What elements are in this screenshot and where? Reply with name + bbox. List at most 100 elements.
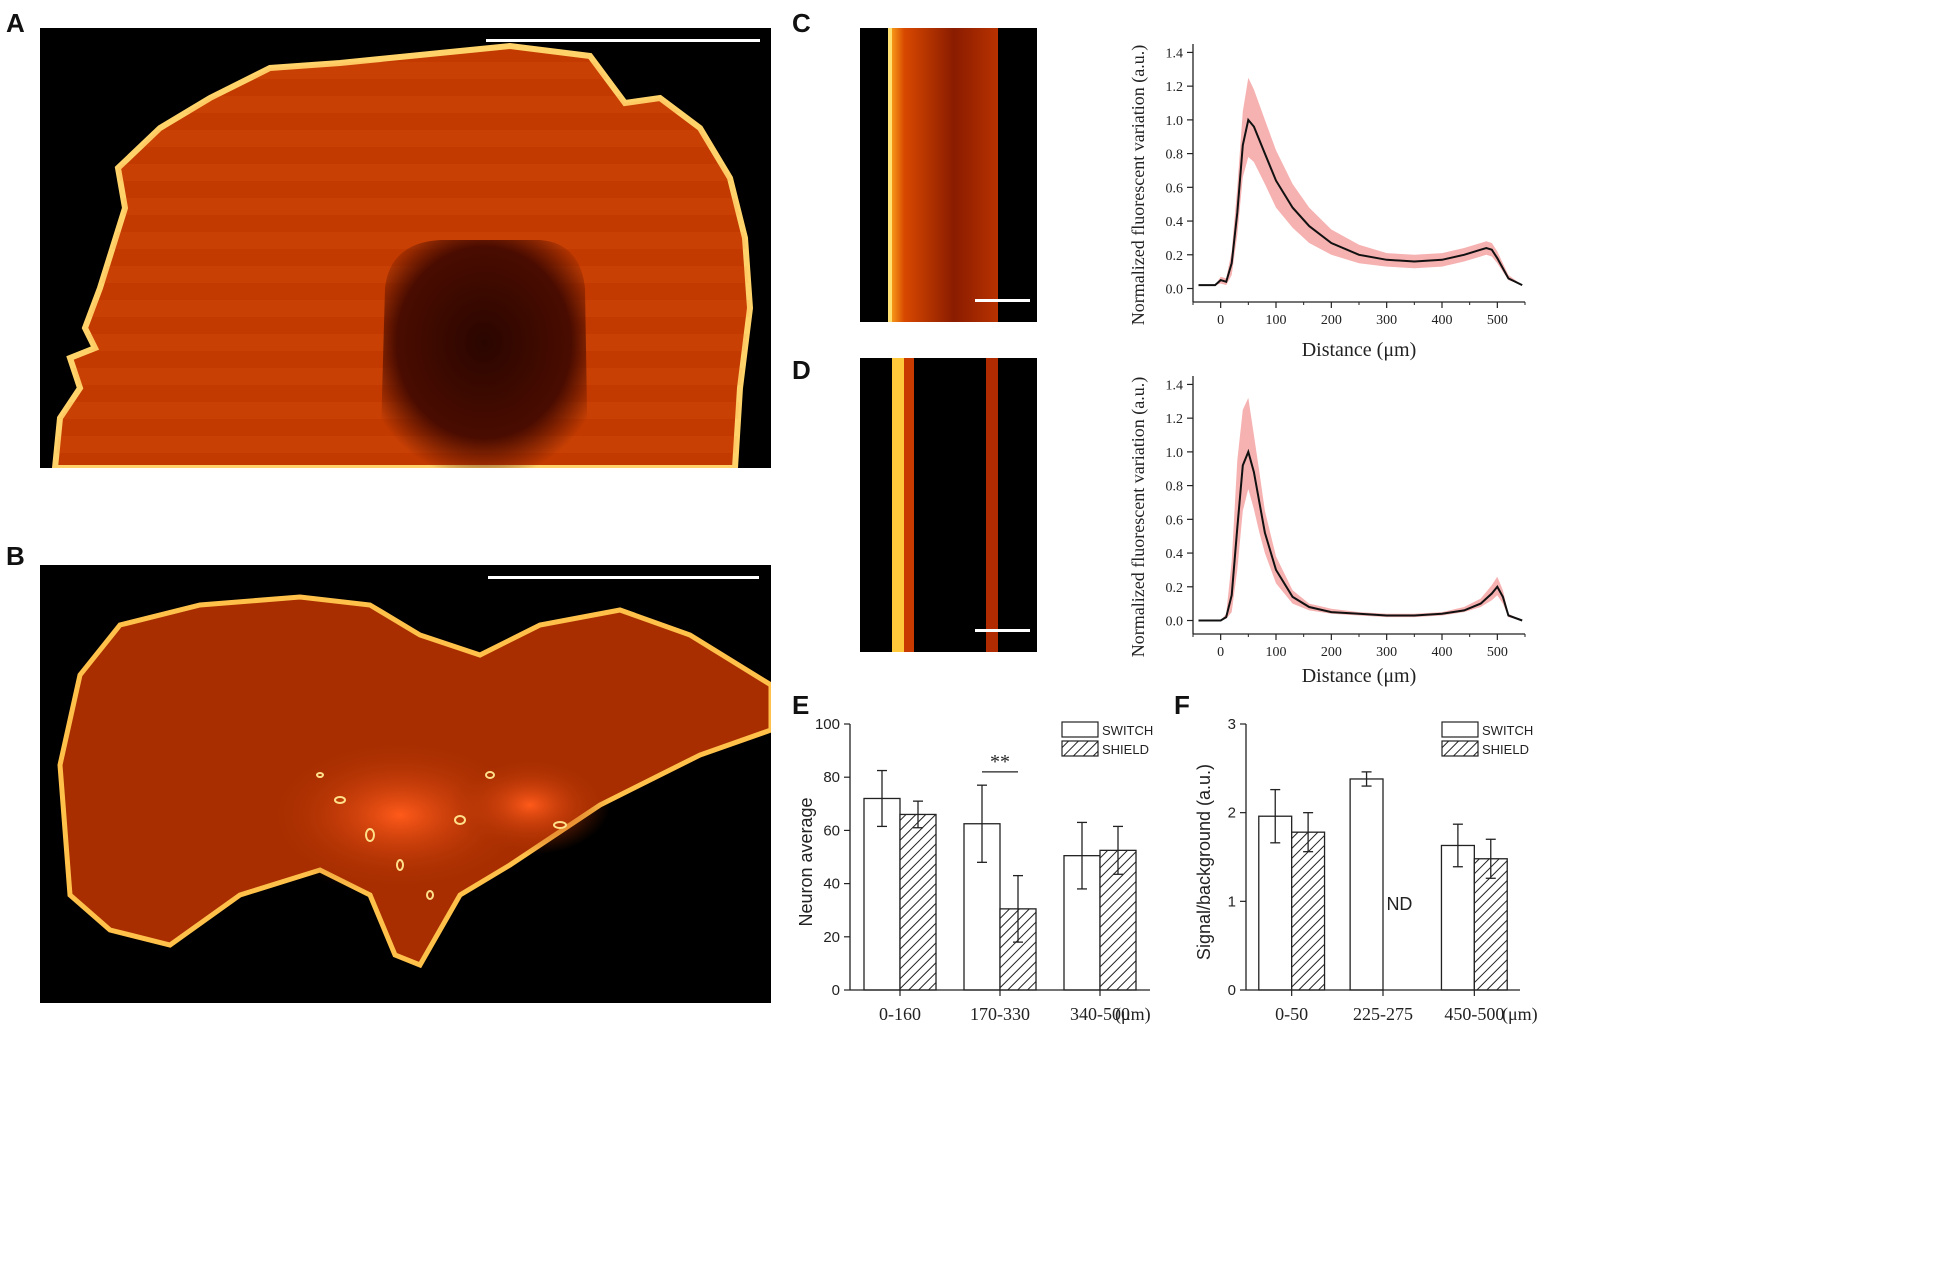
chart-c-y-tick-label: 1.0 — [1166, 114, 1184, 129]
scale-bar-d — [975, 629, 1030, 632]
chart-d-band — [1198, 397, 1523, 621]
chart-d-xlabel: Distance (μm) — [1302, 665, 1417, 687]
chart-f-nd-label: ND — [1386, 894, 1412, 914]
chart-f-bar — [1291, 831, 1326, 991]
chart-c-x-tick-label: 200 — [1321, 313, 1342, 328]
tissue-slice-b — [57, 576, 771, 969]
chart-f-ylabel: Signal/background (a.u.) — [1194, 764, 1214, 960]
chart-d: 0.0 0.2 0.4 0.6 0.8 1.0 1.2 1.4 0 100 200 300 400 500… — [1128, 376, 1526, 687]
chart-f-y-tick-label: 0 — [1228, 982, 1236, 999]
panel-label-a: A — [6, 8, 25, 38]
chart-f-legend-swatch — [1441, 740, 1479, 757]
chart-d-error-band — [1198, 397, 1523, 621]
chart-f-y-tick-label: 3 — [1228, 716, 1236, 733]
chart-e-y-tick-label: 60 — [823, 822, 840, 839]
chart-e-y-tick-label: 100 — [815, 716, 840, 733]
chart-d-y-tick-label: 0.6 — [1166, 513, 1184, 528]
panel-label-b: B — [6, 541, 25, 571]
chart-c-y-tick-label: 0.8 — [1166, 148, 1184, 163]
chart-c-y-tick-label: 1.4 — [1166, 46, 1184, 61]
chart-c-line — [1198, 117, 1523, 287]
chart-d-y-tick-label: 1.2 — [1166, 412, 1184, 427]
chart-e: 0-160 170-330 340-500 0 20 40 60 80 100 (μm) SWIT… — [796, 716, 1153, 1025]
chart-e-legend-swatch — [1061, 721, 1099, 738]
chart-f-axes: 0-50 225-275 450-500 0 1 2 3 (μm) — [1228, 716, 1538, 1025]
probe-image-d — [892, 358, 1030, 652]
chart-c-series-line — [1198, 117, 1523, 287]
chart-d-series-line — [1198, 448, 1523, 622]
chart-d-axes: 0.0 0.2 0.4 0.6 0.8 1.0 1.2 1.4 0 100 200 300 400 500 — [1166, 376, 1526, 660]
chart-e-bar — [863, 797, 901, 991]
tissue-slice-a — [51, 39, 760, 468]
chart-e-y-tick-label: 20 — [823, 929, 840, 946]
chart-c-x-tick-label: 300 — [1376, 313, 1397, 328]
chart-c-error-band — [1198, 77, 1523, 286]
chart-e-axes: 0-160 170-330 340-500 0 20 40 60 80 100 (μm) — [815, 716, 1151, 1025]
chart-d-x-tick-label: 200 — [1321, 645, 1342, 660]
chart-e-bars — [863, 769, 1137, 991]
chart-f-unit-label: (μm) — [1502, 1004, 1538, 1025]
scale-bar-b — [488, 576, 759, 579]
chart-f-bar — [1258, 815, 1293, 991]
chart-f-category-label: 225-275 — [1353, 1004, 1413, 1024]
chart-f-legend-swatch — [1441, 721, 1479, 738]
panel-label-e: E — [792, 690, 810, 720]
chart-f-legend: SWITCH SHIELD — [1441, 721, 1533, 757]
chart-e-legend: SWITCH SHIELD — [1061, 721, 1153, 757]
chart-e-legend-label: SWITCH — [1102, 723, 1153, 738]
chart-d-x-tick-label: 400 — [1432, 645, 1453, 660]
chart-c-xlabel: Distance (μm) — [1302, 339, 1417, 361]
chart-d-y-tick-label: 0.0 — [1166, 615, 1184, 630]
chart-e-ylabel: Neuron average — [796, 797, 816, 926]
scale-bar-a — [486, 39, 760, 42]
chart-f-category-label: 0-50 — [1275, 1004, 1308, 1024]
chart-d-x-tick-label: 500 — [1487, 645, 1508, 660]
implant-track-a — [380, 240, 588, 468]
chart-c: 0.0 0.2 0.4 0.6 0.8 1.0 1.2 1.4 0 100 200 300 400 500… — [1128, 44, 1526, 361]
chart-d-y-tick-label: 0.4 — [1166, 547, 1184, 562]
scale-bar-c — [975, 299, 1030, 302]
chart-c-axes: 0.0 0.2 0.4 0.6 0.8 1.0 1.2 1.4 0 100 200 300 400 500 — [1166, 44, 1526, 328]
chart-c-y-tick-label: 0.4 — [1166, 215, 1184, 230]
chart-f-bar — [1473, 858, 1508, 991]
chart-c-band — [1198, 77, 1523, 286]
chart-e-y-tick-label: 80 — [823, 769, 840, 786]
chart-f-category-label: 450-500 — [1444, 1004, 1504, 1024]
micrograph-d — [860, 358, 1037, 652]
chart-d-x-tick-label: 0 — [1217, 645, 1224, 660]
probe-image-c — [888, 28, 1030, 322]
chart-e-category-label: 0-160 — [879, 1004, 921, 1024]
chart-f-bar — [1349, 778, 1384, 991]
chart-d-y-tick-label: 0.8 — [1166, 480, 1184, 495]
chart-e-significance-label: ** — [990, 751, 1010, 773]
panel-label-d: D — [792, 355, 811, 385]
chart-e-category-label: 170-330 — [970, 1004, 1030, 1024]
chart-c-y-tick-label: 0.6 — [1166, 181, 1184, 196]
chart-e-unit-label: (μm) — [1115, 1004, 1151, 1025]
chart-f-y-tick-label: 2 — [1228, 805, 1236, 822]
chart-d-line — [1198, 448, 1523, 622]
chart-d-x-tick-label: 100 — [1266, 645, 1287, 660]
chart-f-legend-label: SHIELD — [1482, 742, 1529, 757]
chart-f-y-tick-label: 1 — [1228, 893, 1236, 910]
chart-e-legend-swatch — [1061, 740, 1099, 757]
chart-c-y-tick-label: 0.0 — [1166, 283, 1184, 298]
chart-c-ylabel: Normalized fluorescent variation (a.u.) — [1128, 45, 1149, 325]
chart-c-y-tick-label: 1.2 — [1166, 80, 1184, 95]
chart-c-x-tick-label: 0 — [1217, 313, 1224, 328]
chart-d-y-tick-label: 0.2 — [1166, 581, 1184, 596]
chart-f-legend-label: SWITCH — [1482, 723, 1533, 738]
chart-e-category-label: 340-500 — [1070, 1004, 1130, 1024]
panel-label-c: C — [792, 8, 811, 38]
chart-f-bars — [1258, 771, 1508, 991]
chart-e-legend-label: SHIELD — [1102, 742, 1149, 757]
chart-c-x-tick-label: 100 — [1266, 313, 1287, 328]
micrograph-c — [860, 28, 1037, 322]
chart-d-x-tick-label: 300 — [1376, 645, 1397, 660]
chart-d-ylabel: Normalized fluorescent variation (a.u.) — [1128, 377, 1149, 657]
micrograph-b — [40, 565, 771, 1003]
chart-d-y-tick-label: 1.4 — [1166, 378, 1184, 393]
chart-c-x-tick-label: 500 — [1487, 313, 1508, 328]
chart-e-y-tick-label: 40 — [823, 876, 840, 893]
